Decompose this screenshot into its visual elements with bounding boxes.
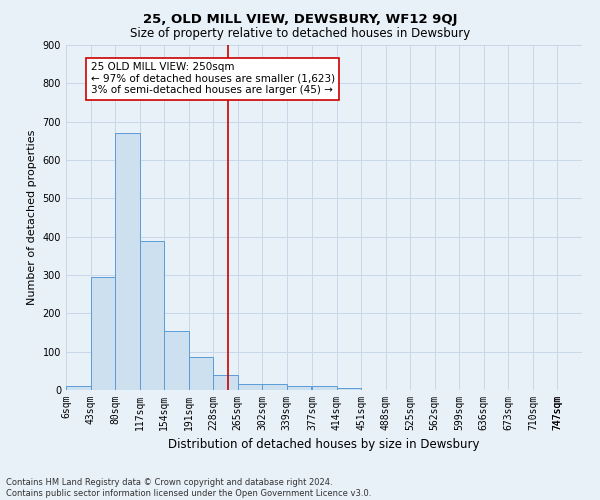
Text: 25 OLD MILL VIEW: 250sqm
← 97% of detached houses are smaller (1,623)
3% of semi: 25 OLD MILL VIEW: 250sqm ← 97% of detach…	[91, 62, 335, 96]
Text: Size of property relative to detached houses in Dewsbury: Size of property relative to detached ho…	[130, 28, 470, 40]
Y-axis label: Number of detached properties: Number of detached properties	[27, 130, 37, 305]
Bar	[312, 386, 337, 390]
Bar	[164, 330, 188, 390]
Bar	[262, 384, 287, 390]
Bar	[188, 358, 213, 390]
Bar	[91, 277, 115, 390]
Text: Contains HM Land Registry data © Crown copyright and database right 2024.
Contai: Contains HM Land Registry data © Crown c…	[6, 478, 371, 498]
Bar	[337, 388, 361, 390]
Bar	[66, 386, 91, 390]
Bar	[115, 133, 140, 390]
X-axis label: Distribution of detached houses by size in Dewsbury: Distribution of detached houses by size …	[168, 438, 480, 452]
Bar	[140, 240, 164, 390]
Text: 25, OLD MILL VIEW, DEWSBURY, WF12 9QJ: 25, OLD MILL VIEW, DEWSBURY, WF12 9QJ	[143, 12, 457, 26]
Bar	[238, 384, 262, 390]
Bar	[287, 386, 311, 390]
Bar	[213, 374, 238, 390]
